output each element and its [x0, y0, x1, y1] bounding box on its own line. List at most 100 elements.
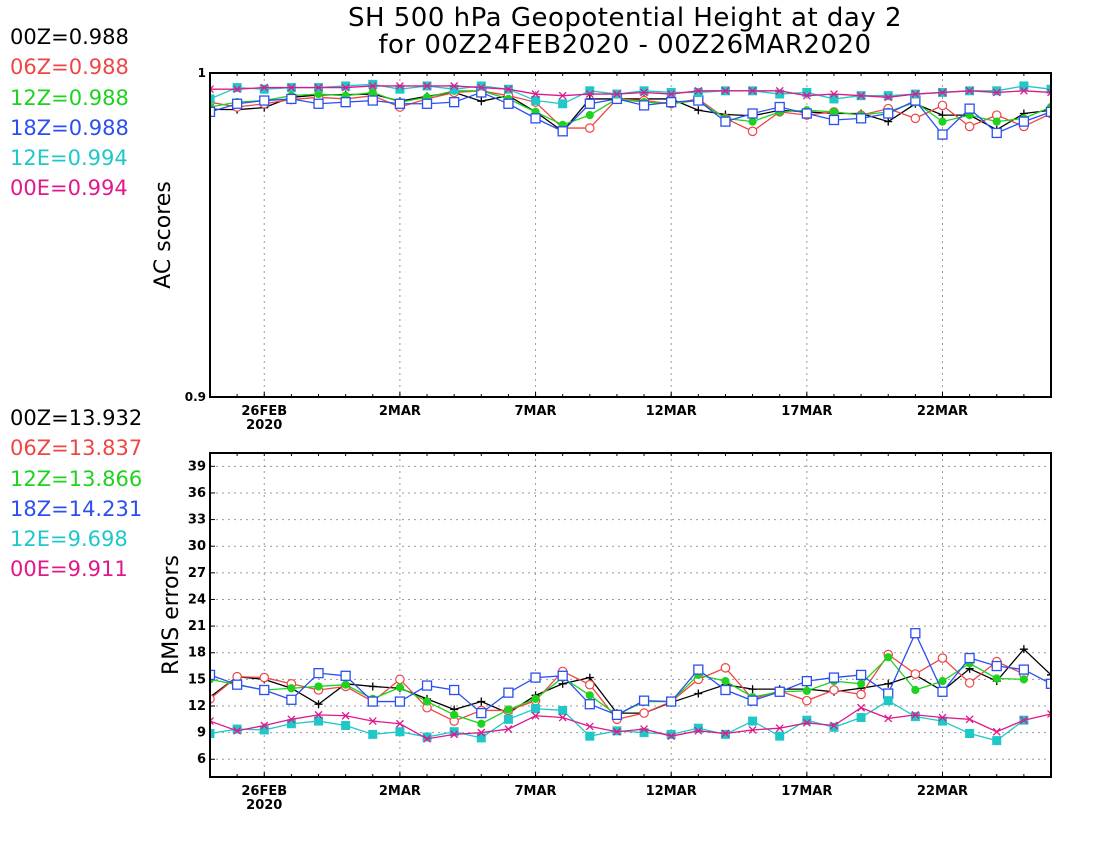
data-point: [802, 91, 811, 100]
data-point: [801, 675, 812, 687]
data-point: [911, 685, 920, 695]
data-point: [694, 86, 703, 95]
data-point: [884, 653, 893, 662]
data-point: [504, 725, 513, 734]
data-point: [911, 90, 920, 99]
data-point: [830, 90, 838, 99]
legend-entry-12e: 12E=0.994: [10, 146, 128, 171]
data-point: [992, 736, 1002, 746]
data-point: [1074, 87, 1082, 95]
data-point: [991, 127, 1002, 139]
series-00e: [210, 82, 1051, 102]
chart-title-line2: for 00Z24FEB2020 - 00Z26MAR2020: [378, 30, 872, 60]
data-point: [802, 715, 812, 725]
x-tick-label: 22MAR: [917, 404, 968, 419]
data-point: [883, 696, 893, 706]
y-tick-label: 33: [188, 513, 206, 528]
data-point: [802, 718, 811, 727]
data-point: [829, 107, 839, 116]
data-point: [775, 86, 784, 95]
data-point: [775, 724, 784, 733]
data-point: [368, 717, 377, 726]
data-point: [856, 689, 866, 700]
data-point: [910, 669, 921, 679]
y-tick-label: 21: [188, 619, 206, 634]
data-point: [639, 86, 649, 96]
data-point: [233, 85, 242, 94]
data-point: [720, 663, 731, 673]
data-point: [341, 680, 350, 689]
data-point: [260, 721, 269, 730]
data-point: [992, 674, 1001, 683]
data-point: [1047, 710, 1051, 718]
data-point: [666, 696, 677, 707]
x-tick-label: 12MAR: [646, 784, 697, 799]
data-point: [449, 97, 460, 108]
data-point: [341, 721, 351, 731]
data-point: [964, 103, 975, 114]
data-point: [394, 98, 406, 109]
data-point: [638, 695, 650, 706]
data-point: [368, 682, 377, 691]
legend-entry-12z: 12Z=13.866: [10, 466, 143, 491]
data-point: [748, 86, 757, 95]
data-point: [748, 685, 757, 694]
data-point: [210, 717, 214, 726]
data-point: [721, 729, 730, 738]
legend-entry-06z: 06Z=13.837: [10, 436, 143, 461]
data-point: [938, 677, 947, 686]
x-tick-label: 7MAR: [515, 404, 557, 419]
data-point: [828, 672, 840, 683]
data-point: [747, 695, 758, 706]
data-point: [965, 86, 974, 95]
data-point: [210, 94, 215, 104]
series-line-00e: [210, 707, 1051, 740]
data-point: [829, 722, 839, 732]
data-point: [423, 734, 431, 743]
data-point: [829, 685, 839, 695]
data-point: [585, 679, 595, 690]
data-point: [774, 101, 785, 113]
data-point: [585, 123, 595, 133]
data-point: [259, 84, 269, 94]
data-point: [937, 100, 948, 111]
data-point: [394, 696, 406, 707]
data-point: [259, 672, 270, 683]
data-point: [640, 88, 649, 97]
data-point: [286, 719, 296, 729]
data-point: [314, 716, 324, 726]
data-point: [884, 117, 893, 126]
data-point: [883, 108, 894, 119]
data-point: [693, 95, 704, 106]
data-point: [503, 98, 514, 109]
data-point: [694, 689, 703, 698]
data-point: [965, 715, 974, 724]
chart-title-line1: SH 500 hPa Geopotential Height at day 2: [347, 3, 903, 33]
x-tick-label: 26FEB: [241, 404, 287, 419]
data-point: [531, 711, 540, 720]
data-point: [210, 669, 216, 681]
data-point: [421, 98, 433, 109]
data-point: [531, 704, 541, 714]
data-point: [341, 81, 351, 91]
data-point: [341, 83, 350, 92]
data-point: [964, 678, 975, 688]
data-point: [1019, 716, 1028, 725]
data-point: [368, 82, 377, 90]
data-point: [1074, 104, 1082, 112]
data-point: [477, 728, 486, 737]
data-point: [231, 98, 243, 109]
data-point: [612, 727, 621, 736]
data-point: [395, 674, 405, 685]
legend-ac-scores: 00Z=0.988 06Z=0.988 12Z=0.988 18Z=0.988 …: [10, 22, 129, 204]
data-point: [395, 727, 405, 737]
data-point: [639, 708, 649, 718]
data-point: [314, 682, 323, 691]
y-tick-label: 36: [188, 486, 206, 501]
data-point: [286, 694, 297, 705]
y-tick-label: 1: [198, 66, 206, 80]
data-point: [693, 664, 704, 675]
data-point: [855, 669, 867, 681]
data-point: [449, 727, 459, 737]
